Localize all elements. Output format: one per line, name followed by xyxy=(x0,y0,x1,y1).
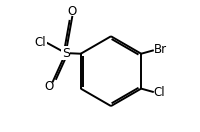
Text: S: S xyxy=(62,47,70,60)
Text: Cl: Cl xyxy=(35,36,46,49)
Text: Br: Br xyxy=(153,43,167,56)
Text: O: O xyxy=(68,5,77,18)
Text: Cl: Cl xyxy=(153,86,165,99)
Text: O: O xyxy=(44,80,54,93)
